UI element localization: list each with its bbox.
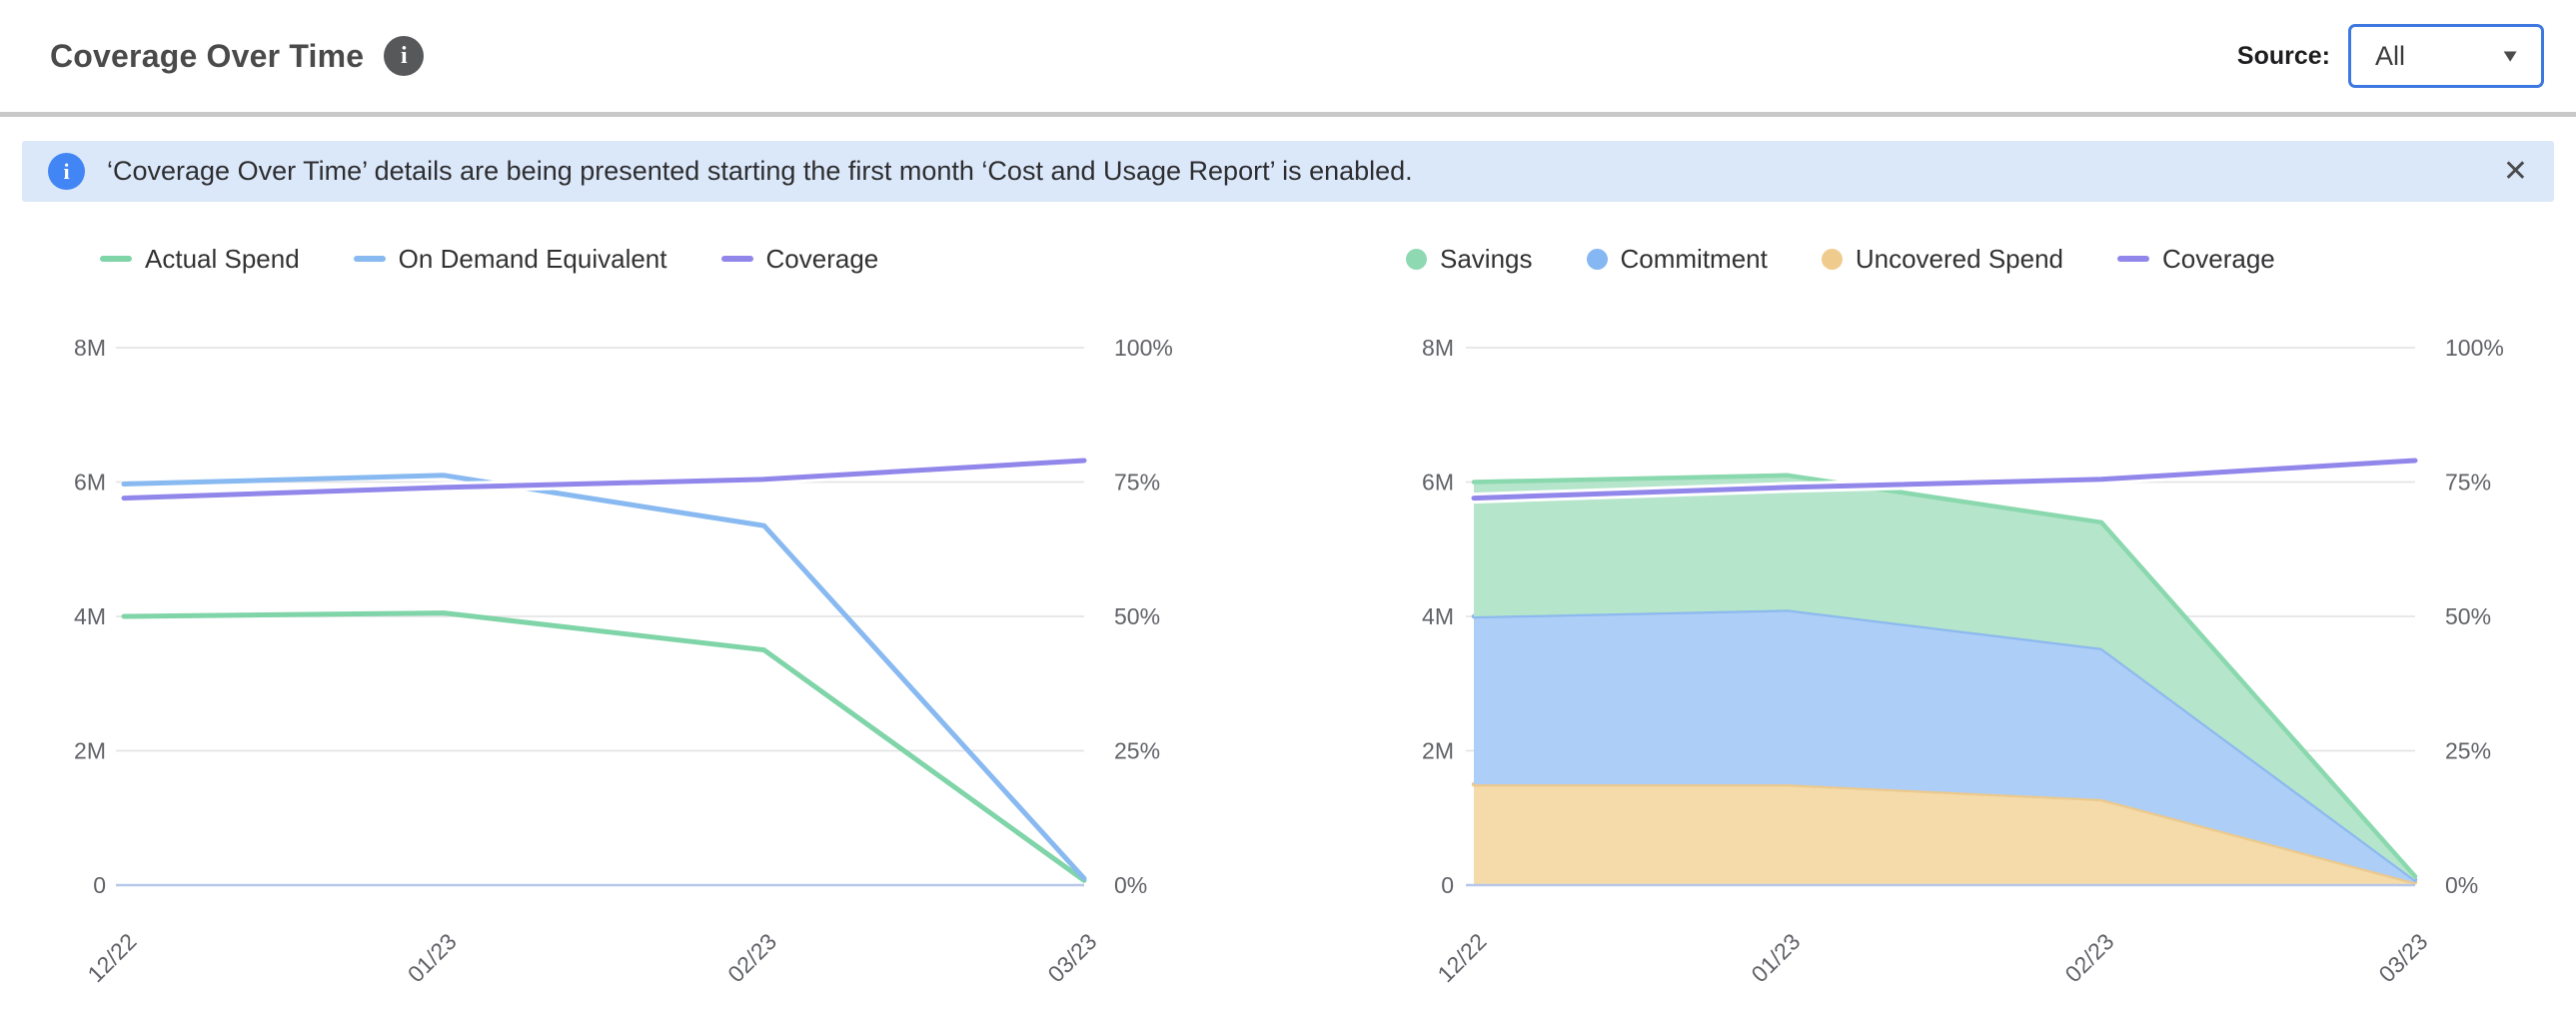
gridlines [116,347,1084,752]
right-chart[interactable]: 0 0% 2M 25% 4M 50% 6M 75% 8M 100% 12/22 01/23 02/23 0… [1374,320,2563,1009]
legend-swatch [100,256,132,262]
spend-line-chart-block: Actual Spend On Demand Equivalent Coverage… [40,243,1229,1014]
y-right-tick: 100% [2445,335,2504,361]
source-control: Source: All ▼ [2237,24,2544,88]
info-banner: i ‘Coverage Over Time’ details are being… [22,141,2554,202]
title-info-icon[interactable]: i [384,36,425,76]
y-left-tick: 6M [1422,470,1454,496]
legend-item-coverage[interactable]: Coverage [720,243,879,275]
series-actual-spend[interactable] [121,610,1087,883]
source-dropdown[interactable]: All ▼ [2348,24,2544,88]
page-title: Coverage Over Time [50,37,365,74]
close-icon[interactable]: ✕ [2502,154,2528,188]
y-left-tick: 2M [74,738,106,764]
legend-label: Coverage [765,243,879,274]
series-on-demand-equivalent[interactable] [121,473,1087,881]
series-coverage[interactable] [1471,458,2418,502]
legend-label: Commitment [1620,243,1768,274]
source-label: Source: [2236,41,2330,70]
banner-text: ‘Coverage Over Time’ details are being p… [107,156,1413,186]
legend-item-coverage[interactable]: Coverage [2117,244,2275,275]
x-tick: 02/23 [722,928,781,987]
legend-swatch [353,256,386,262]
y-left-tick: 6M [74,470,106,496]
line-series[interactable] [118,455,1090,883]
y-right-tick: 75% [2445,470,2491,496]
legend-label: Actual Spend [145,243,300,274]
y-left-tick: 0 [1441,872,1454,898]
x-tick: 01/23 [1746,928,1805,987]
y-right-tick: 100% [1114,335,1173,361]
x-tick: 12/22 [82,928,141,987]
area-commitment[interactable] [1474,609,2415,883]
legend-swatch [1406,248,1427,270]
header-divider [0,112,2576,117]
y-left-tick: 0 [93,872,106,898]
y-right-tick: 50% [2445,603,2491,629]
line-series[interactable] [1468,455,2421,505]
y-right-tick: 75% [1114,470,1160,496]
y-right-tick: 25% [1114,738,1160,764]
panel-header: Coverage Over Time i Source: All ▼ [0,0,2576,112]
source-dropdown-value: All [2375,40,2406,71]
x-tick: 12/22 [1432,928,1491,987]
left-chart-legend: Actual Spend On Demand Equivalent Coverage [40,243,1229,275]
y-left-tick: 2M [1422,738,1454,764]
x-tick: 02/23 [2059,928,2118,987]
legend-label: Savings [1440,243,1533,274]
y-left-tick: 4M [1422,603,1454,629]
right-chart-legend: Savings Commitment Uncovered Spend Coverage [1374,243,2563,275]
chevron-down-icon: ▼ [2499,45,2521,66]
x-tick: 03/23 [1042,928,1101,987]
area-uncovered-spend[interactable] [1474,784,2415,885]
legend-label: On Demand Equivalent [398,243,667,274]
left-chart[interactable]: 0 0% 2M 25% 4M 50% 6M 75% 8M 100% 12/22 01/23 02/23 0… [40,320,1229,1009]
y-left-tick: 8M [1422,335,1454,361]
y-left-tick: 8M [74,335,106,361]
legend-item-uncovered-spend[interactable]: Uncovered Spend [1821,243,2063,275]
legend-item-commitment[interactable]: Commitment [1586,243,1768,275]
y-right-tick: 25% [2445,738,2491,764]
legend-label: Coverage [2162,243,2275,274]
y-right-tick: 50% [1114,603,1160,629]
legend-swatch [1821,248,1843,270]
legend-swatch [720,256,753,262]
coverage-area-chart-block: Savings Commitment Uncovered Spend Coverage… [1374,243,2563,1014]
x-tick: 03/23 [2373,928,2432,987]
area-savings[interactable] [1474,475,2415,880]
y-right-tick: 0% [2445,872,2478,898]
legend-swatch [1586,248,1608,270]
legend-item-on-demand-equivalent[interactable]: On Demand Equivalent [353,243,667,275]
legend-item-savings[interactable]: Savings [1406,244,1533,275]
y-left-tick: 4M [74,603,106,629]
area-edge [1471,473,2418,879]
legend-swatch [2117,256,2149,262]
banner-info-icon: i [48,153,85,190]
area-series[interactable] [1471,473,2418,885]
series-coverage[interactable] [121,458,1087,502]
axis-labels: 0 0% 2M 25% 4M 50% 6M 75% 8M 100% 12/22 01/23 02/23 0… [74,335,1173,987]
legend-label: Uncovered Spend [1855,243,2063,274]
y-right-tick: 0% [1114,872,1147,898]
legend-item-actual-spend[interactable]: Actual Spend [100,244,300,275]
x-tick: 01/23 [403,928,462,987]
